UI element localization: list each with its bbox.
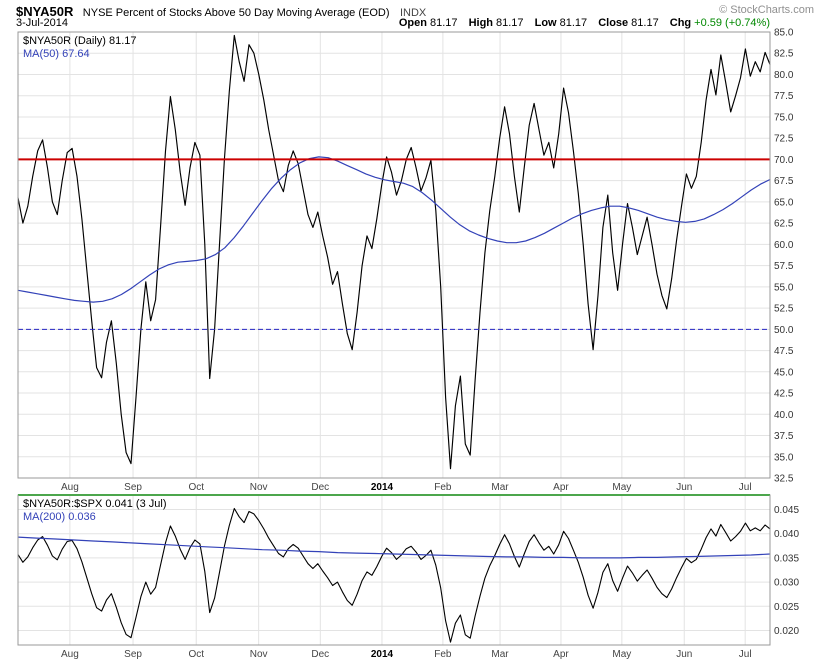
svg-text:Apr: Apr	[553, 649, 569, 660]
svg-text:35.0: 35.0	[774, 452, 794, 463]
chg-value: +0.59 (+0.74%)	[694, 17, 770, 29]
svg-text:37.5: 37.5	[774, 431, 794, 442]
svg-text:82.5: 82.5	[774, 49, 794, 60]
lower-panel-legend: $NYA50R:$SPX 0.041 (3 Jul) MA(200) 0.036	[23, 498, 166, 524]
svg-text:Apr: Apr	[553, 482, 569, 493]
open-value: 81.17	[429, 17, 458, 29]
symbol-label: $NYA50R	[16, 4, 74, 19]
svg-text:2014: 2014	[371, 649, 394, 660]
legend-ratio-series: $NYA50R:$SPX 0.041 (3 Jul)	[23, 498, 167, 510]
exchange-label: INDX	[399, 7, 427, 19]
svg-text:0.030: 0.030	[774, 578, 799, 589]
svg-text:47.5: 47.5	[774, 346, 794, 357]
svg-text:0.040: 0.040	[774, 529, 799, 540]
svg-text:0.035: 0.035	[774, 553, 799, 564]
ohlc-quote: Open 81.17 High 81.17 Low 81.17 Close 81.17 …	[391, 17, 770, 29]
quote-bar: 3-Jul-2014 Open 81.17 High 81.17 Low 81.17 …	[16, 17, 770, 29]
svg-text:40.0: 40.0	[774, 410, 794, 421]
svg-text:0.020: 0.020	[774, 626, 799, 637]
svg-text:55.0: 55.0	[774, 282, 794, 293]
svg-text:42.5: 42.5	[774, 389, 794, 400]
legend-main-series: $NYA50R (Daily) 81.17	[23, 35, 137, 47]
svg-text:0.045: 0.045	[774, 505, 799, 516]
close-value: 81.17	[631, 17, 659, 29]
svg-text:Mar: Mar	[491, 482, 509, 493]
svg-text:72.5: 72.5	[774, 134, 794, 145]
svg-text:57.5: 57.5	[774, 261, 794, 272]
svg-text:Oct: Oct	[188, 482, 204, 493]
svg-text:May: May	[612, 649, 631, 660]
chg-label: Chg	[669, 17, 692, 29]
svg-text:80.0: 80.0	[774, 70, 794, 81]
close-label: Close	[598, 17, 629, 29]
low-value: 81.17	[559, 17, 588, 29]
svg-text:Jul: Jul	[739, 482, 752, 493]
svg-text:70.0: 70.0	[774, 155, 794, 166]
svg-text:Dec: Dec	[311, 482, 329, 493]
svg-text:Feb: Feb	[434, 649, 452, 660]
chart-header: $NYA50R NYSE Percent of Stocks Above 50 …	[16, 3, 814, 19]
svg-text:Sep: Sep	[124, 649, 142, 660]
low-label: Low	[534, 17, 557, 29]
svg-text:Nov: Nov	[250, 482, 268, 493]
svg-text:Feb: Feb	[434, 482, 452, 493]
svg-text:65.0: 65.0	[774, 197, 794, 208]
svg-text:0.025: 0.025	[774, 602, 799, 613]
svg-text:50.0: 50.0	[774, 325, 794, 336]
svg-text:Nov: Nov	[250, 649, 268, 660]
chart-date: 3-Jul-2014	[16, 17, 68, 29]
svg-text:Sep: Sep	[124, 482, 142, 493]
svg-text:52.5: 52.5	[774, 304, 794, 315]
svg-text:Aug: Aug	[61, 482, 79, 493]
open-label: Open	[398, 17, 427, 29]
stockcharts-credit: © StockCharts.com	[719, 4, 814, 16]
svg-text:77.5: 77.5	[774, 91, 794, 102]
high-value: 81.17	[496, 17, 524, 29]
svg-text:45.0: 45.0	[774, 367, 794, 378]
legend-ratio-ma200: MA(200) 0.036	[23, 511, 96, 523]
svg-text:85.0: 85.0	[774, 28, 794, 39]
svg-text:Dec: Dec	[311, 649, 329, 660]
svg-text:62.5: 62.5	[774, 219, 794, 230]
chart-title: NYSE Percent of Stocks Above 50 Day Movi…	[82, 7, 390, 19]
svg-text:May: May	[612, 482, 631, 493]
svg-text:60.0: 60.0	[774, 240, 794, 251]
main-panel-legend: $NYA50R (Daily) 81.17 MA(50) 67.64	[23, 35, 137, 61]
svg-text:Jun: Jun	[676, 649, 692, 660]
svg-text:32.5: 32.5	[774, 474, 794, 485]
svg-text:Oct: Oct	[188, 649, 204, 660]
svg-text:Mar: Mar	[491, 649, 509, 660]
legend-main-ma50: MA(50) 67.64	[23, 48, 90, 60]
svg-text:67.5: 67.5	[774, 176, 794, 187]
svg-text:75.0: 75.0	[774, 112, 794, 123]
svg-text:Aug: Aug	[61, 649, 79, 660]
high-label: High	[468, 17, 494, 29]
svg-text:2014: 2014	[371, 482, 394, 493]
svg-text:Jun: Jun	[676, 482, 692, 493]
svg-text:Jul: Jul	[739, 649, 752, 660]
